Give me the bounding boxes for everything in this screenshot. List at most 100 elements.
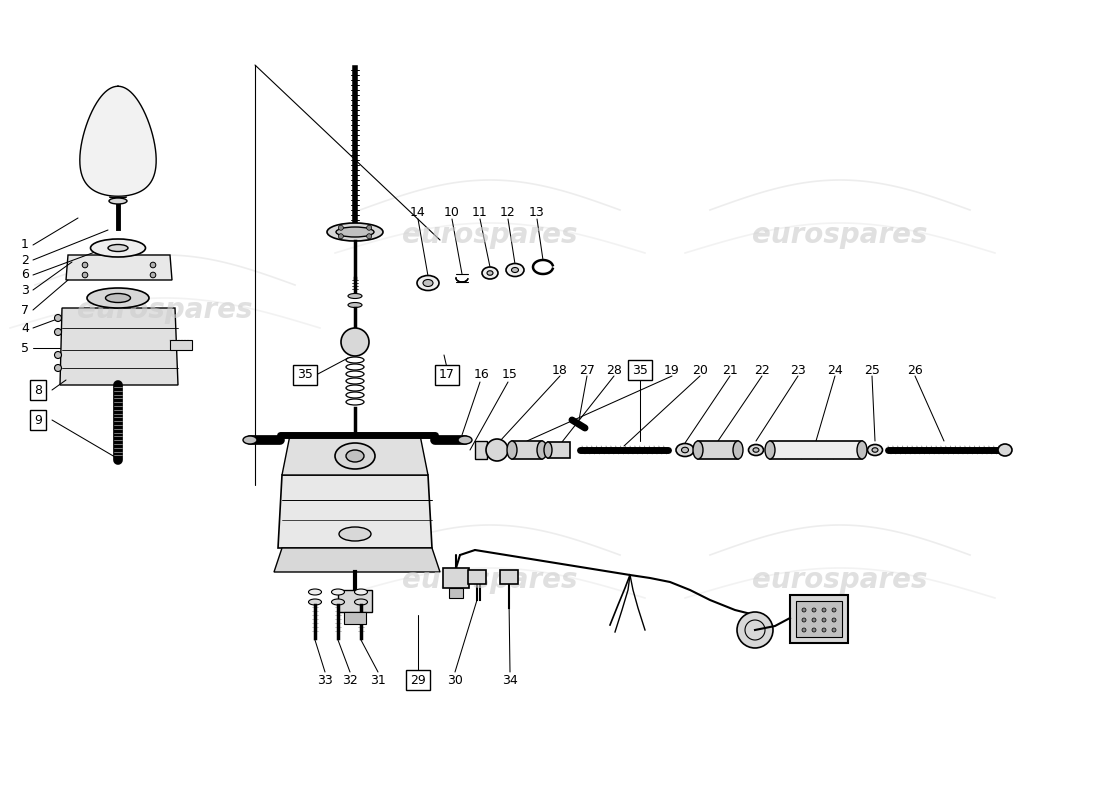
Ellipse shape — [693, 441, 703, 459]
Text: 6: 6 — [21, 269, 29, 282]
Ellipse shape — [857, 441, 867, 459]
Text: eurospares: eurospares — [403, 566, 578, 594]
Circle shape — [339, 234, 343, 238]
Ellipse shape — [537, 441, 547, 459]
Bar — [338, 590, 372, 612]
Ellipse shape — [417, 275, 439, 290]
Ellipse shape — [348, 302, 362, 307]
Ellipse shape — [512, 267, 518, 273]
Ellipse shape — [339, 527, 371, 541]
Text: 29: 29 — [410, 674, 426, 686]
Circle shape — [366, 226, 372, 230]
Ellipse shape — [331, 599, 344, 605]
Text: 2: 2 — [21, 254, 29, 266]
Circle shape — [151, 272, 156, 278]
Ellipse shape — [90, 239, 145, 257]
Text: 18: 18 — [552, 363, 568, 377]
Text: 28: 28 — [606, 363, 621, 377]
Circle shape — [802, 608, 806, 612]
Bar — [698, 441, 738, 459]
Ellipse shape — [424, 279, 433, 286]
Ellipse shape — [872, 448, 878, 452]
Ellipse shape — [733, 441, 742, 459]
Circle shape — [55, 351, 62, 358]
Ellipse shape — [331, 589, 344, 595]
Circle shape — [802, 628, 806, 632]
Bar — [344, 612, 366, 624]
Text: 17: 17 — [439, 369, 455, 382]
Circle shape — [832, 608, 836, 612]
Ellipse shape — [108, 245, 128, 251]
Text: 12: 12 — [500, 206, 516, 219]
Text: 16: 16 — [474, 369, 490, 382]
Circle shape — [341, 328, 368, 356]
Ellipse shape — [109, 198, 126, 204]
Text: 35: 35 — [632, 363, 648, 377]
Text: 21: 21 — [722, 363, 738, 377]
Text: 4: 4 — [21, 322, 29, 334]
Bar — [548, 442, 570, 458]
Text: 24: 24 — [827, 363, 843, 377]
Ellipse shape — [458, 436, 472, 444]
Bar — [790, 595, 848, 643]
Polygon shape — [80, 86, 156, 196]
Text: 20: 20 — [692, 363, 708, 377]
Text: 32: 32 — [342, 674, 358, 686]
Text: 34: 34 — [502, 674, 518, 686]
Bar — [443, 568, 469, 588]
Text: 27: 27 — [579, 363, 595, 377]
Ellipse shape — [87, 288, 148, 308]
Circle shape — [832, 628, 836, 632]
Circle shape — [812, 618, 816, 622]
Polygon shape — [282, 435, 428, 475]
Ellipse shape — [868, 445, 882, 455]
Ellipse shape — [308, 589, 321, 595]
Polygon shape — [60, 308, 178, 385]
Circle shape — [832, 618, 836, 622]
Ellipse shape — [676, 443, 694, 457]
Text: 19: 19 — [664, 363, 680, 377]
Ellipse shape — [346, 450, 364, 462]
Circle shape — [822, 608, 826, 612]
Circle shape — [737, 612, 773, 648]
Ellipse shape — [354, 589, 367, 595]
Text: 9: 9 — [34, 414, 42, 426]
Circle shape — [802, 618, 806, 622]
Ellipse shape — [682, 447, 689, 453]
Circle shape — [82, 262, 88, 268]
Circle shape — [55, 314, 62, 322]
Text: 3: 3 — [21, 283, 29, 297]
Bar — [512, 441, 542, 459]
Text: 33: 33 — [317, 674, 333, 686]
Polygon shape — [274, 548, 440, 572]
Bar — [449, 588, 463, 598]
Ellipse shape — [507, 441, 517, 459]
Text: 8: 8 — [34, 383, 42, 397]
Ellipse shape — [998, 444, 1012, 456]
Ellipse shape — [487, 270, 493, 275]
Text: eurospares: eurospares — [752, 566, 927, 594]
Circle shape — [812, 628, 816, 632]
Ellipse shape — [506, 263, 524, 277]
Text: 1: 1 — [21, 238, 29, 251]
Circle shape — [55, 365, 62, 371]
Ellipse shape — [764, 441, 776, 459]
Text: 26: 26 — [908, 363, 923, 377]
Circle shape — [55, 329, 62, 335]
Text: eurospares: eurospares — [752, 221, 927, 249]
Ellipse shape — [308, 599, 321, 605]
Ellipse shape — [482, 267, 498, 279]
Bar — [475, 441, 487, 459]
Polygon shape — [278, 475, 432, 548]
Text: 30: 30 — [447, 674, 463, 686]
Text: 10: 10 — [444, 206, 460, 219]
Text: 23: 23 — [790, 363, 806, 377]
Text: 25: 25 — [865, 363, 880, 377]
Text: eurospares: eurospares — [77, 296, 253, 324]
Text: 11: 11 — [472, 206, 488, 219]
Ellipse shape — [106, 294, 131, 302]
Text: eurospares: eurospares — [403, 221, 578, 249]
Bar — [796, 601, 842, 637]
Text: 22: 22 — [755, 363, 770, 377]
Bar — [468, 570, 486, 584]
